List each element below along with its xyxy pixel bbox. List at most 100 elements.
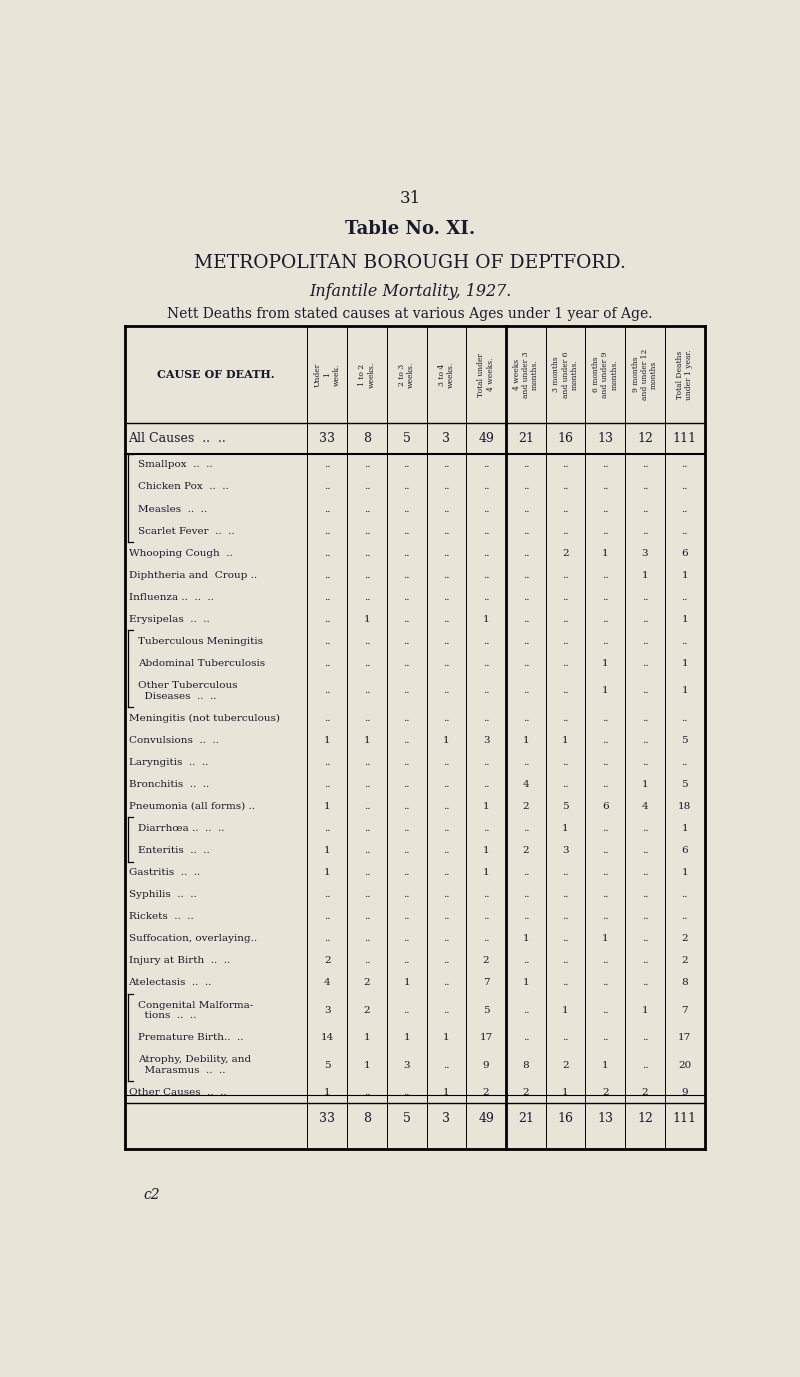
Text: ..: .. bbox=[364, 957, 370, 965]
Text: ..: .. bbox=[443, 845, 450, 855]
Text: ..: .. bbox=[602, 504, 609, 514]
Text: ..: .. bbox=[364, 779, 370, 789]
Text: ..: .. bbox=[682, 460, 688, 470]
Text: 111: 111 bbox=[673, 432, 697, 445]
Text: 2: 2 bbox=[522, 1088, 529, 1097]
Text: ..: .. bbox=[443, 638, 450, 646]
Text: ..: .. bbox=[682, 638, 688, 646]
Text: ..: .. bbox=[364, 935, 370, 943]
Text: 49: 49 bbox=[478, 432, 494, 445]
Text: ..: .. bbox=[483, 912, 490, 921]
Text: ..: .. bbox=[562, 935, 569, 943]
Text: CAUSE OF DEATH.: CAUSE OF DEATH. bbox=[158, 369, 275, 380]
Text: ..: .. bbox=[642, 482, 648, 492]
Text: ..: .. bbox=[562, 482, 569, 492]
Text: ..: .. bbox=[682, 592, 688, 602]
Text: 1: 1 bbox=[682, 660, 688, 668]
Text: ..: .. bbox=[522, 482, 529, 492]
Text: 5: 5 bbox=[482, 1005, 490, 1015]
Text: ..: .. bbox=[642, 713, 648, 723]
Text: ..: .. bbox=[522, 957, 529, 965]
Text: 4 weeks
and under 3
months.: 4 weeks and under 3 months. bbox=[513, 351, 539, 398]
Text: ..: .. bbox=[403, 592, 410, 602]
Text: ..: .. bbox=[443, 868, 450, 877]
Text: 2: 2 bbox=[562, 1060, 569, 1070]
Text: ..: .. bbox=[602, 638, 609, 646]
Text: Table No. XI.: Table No. XI. bbox=[345, 220, 475, 238]
Text: 2: 2 bbox=[682, 935, 688, 943]
Text: 1: 1 bbox=[443, 1033, 450, 1042]
Text: ..: .. bbox=[602, 868, 609, 877]
Text: ..: .. bbox=[403, 548, 410, 558]
Text: ..: .. bbox=[483, 592, 490, 602]
Text: ..: .. bbox=[642, 845, 648, 855]
Text: 6: 6 bbox=[682, 845, 688, 855]
Text: 1: 1 bbox=[324, 1088, 330, 1097]
Text: ..: .. bbox=[443, 957, 450, 965]
Text: ..: .. bbox=[602, 779, 609, 789]
Text: ..: .. bbox=[483, 757, 490, 767]
Text: ..: .. bbox=[602, 979, 609, 987]
Text: ..: .. bbox=[443, 779, 450, 789]
Text: 1: 1 bbox=[562, 735, 569, 745]
Text: 1: 1 bbox=[642, 1005, 648, 1015]
Text: ..: .. bbox=[522, 757, 529, 767]
Text: ..: .. bbox=[324, 912, 330, 921]
Text: ..: .. bbox=[602, 570, 609, 580]
Text: 2: 2 bbox=[642, 1088, 648, 1097]
Text: Total Deaths
under 1 year.: Total Deaths under 1 year. bbox=[676, 350, 694, 399]
Text: ..: .. bbox=[443, 504, 450, 514]
Text: ..: .. bbox=[324, 526, 330, 536]
Text: 4: 4 bbox=[324, 979, 330, 987]
Text: ..: .. bbox=[443, 460, 450, 470]
Text: 5: 5 bbox=[402, 432, 410, 445]
Text: ..: .. bbox=[602, 845, 609, 855]
Text: ..: .. bbox=[562, 592, 569, 602]
Text: 13: 13 bbox=[598, 432, 614, 445]
Text: ..: .. bbox=[443, 823, 450, 833]
Text: ..: .. bbox=[562, 890, 569, 899]
Text: ..: .. bbox=[403, 713, 410, 723]
Text: ..: .. bbox=[324, 482, 330, 492]
Text: 3: 3 bbox=[562, 845, 569, 855]
Text: ..: .. bbox=[562, 912, 569, 921]
Text: ..: .. bbox=[364, 1088, 370, 1097]
Text: ..: .. bbox=[324, 935, 330, 943]
Text: ..: .. bbox=[562, 868, 569, 877]
Text: ..: .. bbox=[324, 686, 330, 695]
Text: 14: 14 bbox=[321, 1033, 334, 1042]
Text: ..: .. bbox=[602, 1005, 609, 1015]
Text: 2 to 3
weeks.: 2 to 3 weeks. bbox=[398, 362, 415, 388]
Text: ..: .. bbox=[483, 823, 490, 833]
Text: ..: .. bbox=[602, 1033, 609, 1042]
Text: ..: .. bbox=[403, 735, 410, 745]
Text: ..: .. bbox=[682, 504, 688, 514]
Text: ..: .. bbox=[682, 912, 688, 921]
Text: Premature Birth..  ..: Premature Birth.. .. bbox=[138, 1033, 244, 1042]
Text: Influenza ..  ..  ..: Influenza .. .. .. bbox=[129, 592, 214, 602]
Text: ..: .. bbox=[522, 526, 529, 536]
Text: ..: .. bbox=[403, 686, 410, 695]
Text: 2: 2 bbox=[364, 979, 370, 987]
Text: ..: .. bbox=[642, 460, 648, 470]
Text: ..: .. bbox=[324, 660, 330, 668]
Text: ..: .. bbox=[562, 757, 569, 767]
Text: 1: 1 bbox=[682, 868, 688, 877]
Text: 1: 1 bbox=[522, 935, 529, 943]
Text: 1: 1 bbox=[324, 801, 330, 811]
Text: ..: .. bbox=[403, 935, 410, 943]
Text: ..: .. bbox=[562, 504, 569, 514]
Text: 1: 1 bbox=[602, 935, 609, 943]
Text: ..: .. bbox=[324, 638, 330, 646]
Text: Meningitis (not tuberculous): Meningitis (not tuberculous) bbox=[129, 713, 279, 723]
Text: ..: .. bbox=[364, 504, 370, 514]
Text: 1: 1 bbox=[602, 686, 609, 695]
Text: ..: .. bbox=[682, 482, 688, 492]
Text: ..: .. bbox=[562, 660, 569, 668]
Text: 1: 1 bbox=[602, 548, 609, 558]
Text: 5: 5 bbox=[324, 1060, 330, 1070]
Text: 12: 12 bbox=[637, 1113, 653, 1125]
Text: 1: 1 bbox=[642, 779, 648, 789]
Text: 2: 2 bbox=[324, 957, 330, 965]
Text: ..: .. bbox=[443, 713, 450, 723]
